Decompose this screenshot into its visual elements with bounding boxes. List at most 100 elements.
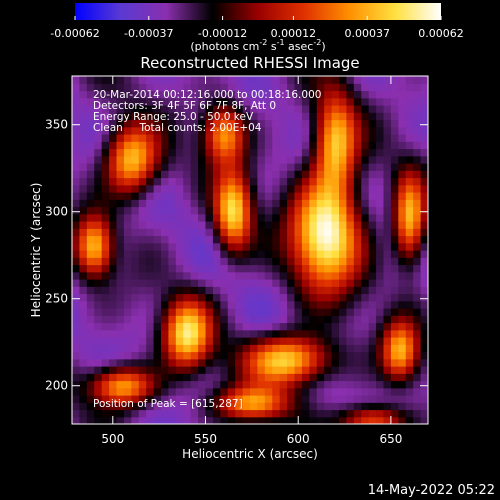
heatmap-cell [316, 402, 325, 411]
heatmap-cell [264, 105, 273, 113]
heatmap-cell [361, 366, 370, 374]
heatmap-cell [383, 90, 392, 99]
heatmap-cell [346, 387, 355, 396]
heatmap-cell [309, 112, 318, 121]
heatmap-cell [183, 134, 192, 142]
heatmap-cell [346, 242, 355, 251]
heatmap-cell [146, 221, 155, 229]
heatmap-cell [309, 177, 318, 186]
heatmap-cell [368, 264, 377, 273]
heatmap-cell [212, 300, 221, 309]
heatmap-cell [346, 380, 355, 389]
heatmap-cell [398, 105, 407, 113]
heatmap-cell [72, 213, 81, 222]
heatmap-cell [368, 351, 377, 360]
heatmap-cell [361, 112, 370, 121]
heatmap-cell [383, 257, 392, 266]
heatmap-cell [264, 199, 273, 208]
heatmap-cell [190, 409, 199, 418]
heatmap-cell [138, 177, 147, 186]
heatmap-cell [390, 221, 399, 229]
heatmap-cell [86, 221, 95, 229]
heatmap-cell [190, 395, 199, 403]
heatmap-cell [220, 155, 229, 164]
heatmap-cell [339, 344, 348, 353]
heatmap-cell [79, 155, 88, 164]
y-tick-label: 250 [45, 292, 68, 306]
heatmap-cell [190, 126, 199, 135]
heatmap-cell [72, 105, 81, 113]
heatmap-cell [264, 206, 273, 215]
heatmap-cell [301, 257, 310, 266]
heatmap-cell [316, 286, 325, 295]
heatmap-cell [339, 279, 348, 287]
heatmap-cell [309, 409, 318, 418]
heatmap-cell [183, 177, 192, 186]
heatmap-cell [168, 221, 177, 229]
heatmap-cell [390, 271, 399, 280]
heatmap-cell [339, 170, 348, 179]
heatmap-cell [227, 184, 236, 193]
heatmap-cell [257, 416, 266, 424]
heatmap-cell [279, 380, 288, 389]
heatmap-cell [376, 395, 385, 403]
heatmap-cell [398, 286, 407, 295]
heatmap-cell [413, 322, 422, 331]
heatmap-cell [272, 199, 281, 208]
heatmap-cell [220, 250, 229, 258]
heatmap-cell [190, 257, 199, 266]
heatmap-cell [294, 148, 303, 157]
heatmap-cell [398, 83, 407, 92]
heatmap-cell [168, 250, 177, 258]
heatmap-cell [175, 344, 184, 353]
heatmap-cell [242, 119, 251, 128]
heatmap-cell [316, 177, 325, 186]
heatmap-cell [183, 351, 192, 360]
heatmap-cell [316, 112, 325, 121]
heatmap-cell [279, 148, 288, 157]
heatmap-cell [368, 112, 377, 121]
heatmap-cell [183, 329, 192, 338]
heatmap-cell [109, 177, 118, 186]
heatmap-cell [405, 235, 414, 244]
heatmap-cell [361, 141, 370, 150]
heatmap-cell [390, 83, 399, 92]
heatmap-cell [220, 286, 229, 295]
colorbar-tick-label: -0.00012 [198, 27, 247, 40]
heatmap-cell [101, 141, 110, 150]
heatmap-cell [316, 148, 325, 157]
heatmap-cell [72, 337, 81, 345]
heatmap-cell [116, 271, 125, 280]
heatmap-cell [198, 402, 207, 411]
heatmap-cell [153, 155, 162, 164]
heatmap-cell [227, 264, 236, 273]
heatmap-cell [339, 213, 348, 222]
heatmap-cell [242, 380, 251, 389]
heatmap-cell [72, 112, 81, 121]
heatmap-cell [294, 351, 303, 360]
heatmap-cell [220, 177, 229, 186]
heatmap-cell [353, 221, 362, 229]
heatmap-cell [257, 373, 266, 382]
heatmap-cell [79, 199, 88, 208]
heatmap-cell [272, 257, 281, 266]
heatmap-cell [250, 337, 259, 345]
heatmap-cell [198, 329, 207, 338]
heatmap-cell [86, 112, 95, 121]
heatmap-cell [324, 322, 333, 331]
heatmap-cell [109, 242, 118, 251]
heatmap-cell [168, 373, 177, 382]
heatmap-cell [398, 293, 407, 302]
heatmap-cell [227, 351, 236, 360]
heatmap-cell [279, 409, 288, 418]
heatmap-cell [212, 76, 221, 84]
heatmap-cell [390, 250, 399, 258]
heatmap-cell [109, 119, 118, 128]
heatmap-cell [264, 264, 273, 273]
heatmap-cell [376, 119, 385, 128]
heatmap-cell [324, 184, 333, 193]
heatmap-cell [205, 279, 214, 287]
heatmap-cell [235, 170, 244, 179]
heatmap-cell [420, 221, 428, 229]
heatmap-cell [250, 228, 259, 237]
